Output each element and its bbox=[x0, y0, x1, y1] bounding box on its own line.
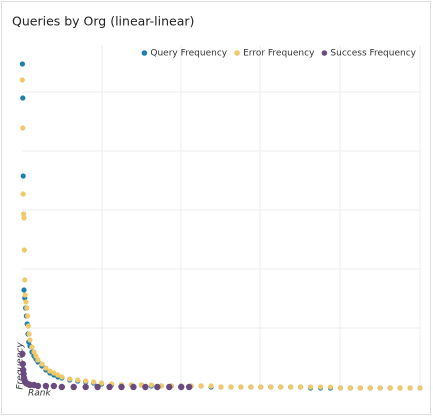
data-point bbox=[317, 384, 324, 390]
data-point bbox=[208, 383, 214, 389]
chart-title: Queries by Org (linear-linear) bbox=[12, 14, 194, 29]
data-point bbox=[25, 323, 31, 329]
data-point bbox=[357, 385, 363, 391]
plot-area bbox=[19, 61, 423, 391]
data-point bbox=[21, 247, 27, 253]
data-point bbox=[67, 376, 73, 382]
data-point bbox=[19, 77, 25, 83]
data-point bbox=[130, 383, 137, 391]
data-point bbox=[106, 383, 113, 391]
data-point bbox=[19, 360, 26, 368]
data-point bbox=[43, 365, 49, 371]
data-point bbox=[82, 383, 89, 391]
data-point bbox=[19, 61, 25, 67]
data-point bbox=[75, 377, 81, 383]
data-point bbox=[34, 382, 42, 390]
data-point bbox=[20, 125, 26, 131]
data-point bbox=[39, 361, 45, 367]
data-point bbox=[94, 383, 101, 391]
data-point bbox=[367, 385, 373, 391]
legend-swatch bbox=[141, 50, 148, 56]
data-point bbox=[29, 344, 35, 350]
legend-swatch bbox=[234, 50, 240, 56]
data-point bbox=[20, 191, 26, 197]
data-point bbox=[248, 384, 254, 390]
data-point bbox=[377, 385, 383, 391]
data-point bbox=[70, 383, 77, 391]
data-point bbox=[20, 95, 26, 101]
data-point bbox=[397, 385, 403, 391]
data-point bbox=[59, 374, 65, 380]
data-point bbox=[99, 380, 105, 386]
data-point bbox=[51, 370, 57, 376]
data-point bbox=[258, 384, 264, 390]
grid bbox=[22, 45, 421, 390]
data-point bbox=[387, 385, 393, 391]
legend-swatch bbox=[321, 50, 328, 56]
data-point bbox=[33, 353, 39, 359]
legend-label: Success Frequency bbox=[330, 49, 416, 59]
legend-label: Query Frequency bbox=[150, 49, 227, 59]
data-point bbox=[27, 337, 33, 343]
legend-label: Error Frequency bbox=[243, 49, 315, 59]
data-point bbox=[24, 305, 30, 311]
data-point bbox=[21, 287, 27, 293]
data-point bbox=[42, 382, 50, 390]
data-point bbox=[55, 372, 61, 378]
data-point bbox=[83, 378, 89, 384]
data-point bbox=[154, 383, 161, 391]
data-point bbox=[20, 173, 26, 179]
data-point bbox=[21, 215, 27, 221]
data-point bbox=[228, 384, 234, 390]
data-point bbox=[35, 357, 41, 363]
x-axis-label: Rank bbox=[28, 389, 51, 399]
data-point bbox=[142, 383, 149, 391]
data-point bbox=[238, 384, 244, 390]
data-point bbox=[166, 383, 173, 391]
data-point bbox=[19, 350, 26, 358]
data-point bbox=[198, 383, 204, 389]
data-point bbox=[26, 331, 32, 337]
data-point bbox=[268, 384, 274, 390]
data-point bbox=[298, 384, 304, 390]
data-point bbox=[288, 384, 294, 390]
data-point bbox=[23, 299, 29, 305]
data-point bbox=[347, 385, 353, 391]
data-point bbox=[24, 313, 31, 319]
data-point bbox=[327, 384, 334, 390]
legend: Success Frequency Error Frequency Query Fr… bbox=[141, 49, 417, 59]
data-point bbox=[50, 382, 58, 390]
data-point bbox=[185, 383, 193, 391]
data-point bbox=[20, 211, 27, 217]
data-point bbox=[278, 384, 284, 390]
data-point bbox=[218, 384, 224, 390]
data-point bbox=[22, 292, 28, 298]
data-point bbox=[178, 383, 185, 391]
data-point bbox=[91, 379, 97, 385]
data-point bbox=[58, 383, 65, 391]
data-point bbox=[118, 383, 125, 391]
data-point bbox=[148, 382, 154, 388]
data-point bbox=[47, 368, 53, 374]
data-point bbox=[337, 385, 343, 391]
data-point bbox=[31, 349, 37, 355]
data-point bbox=[417, 385, 423, 391]
data-point bbox=[407, 385, 413, 391]
data-point bbox=[22, 277, 28, 283]
data-point bbox=[307, 384, 314, 390]
